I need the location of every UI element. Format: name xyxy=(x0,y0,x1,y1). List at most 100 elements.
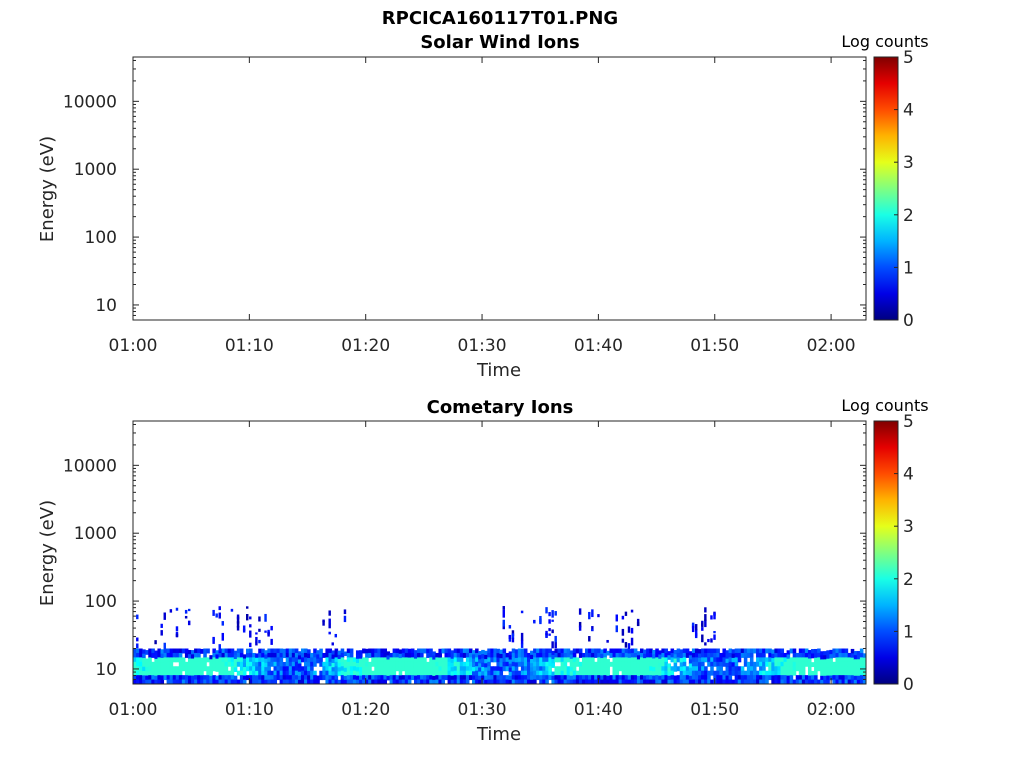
heat-cell xyxy=(377,652,381,658)
heat-cell xyxy=(291,661,296,667)
heat-cell xyxy=(676,657,681,663)
heat-cell xyxy=(624,648,629,654)
heat-cell xyxy=(398,675,403,681)
heat-cell xyxy=(753,648,757,654)
heat-cell xyxy=(502,609,505,618)
heat-cell xyxy=(511,666,516,672)
heat-cell xyxy=(230,657,235,663)
heat-cell xyxy=(438,657,442,663)
heat-cell xyxy=(377,679,381,685)
heat-cell xyxy=(661,661,665,667)
heat-cell xyxy=(139,666,143,672)
heat-cell xyxy=(701,670,705,676)
heat-cell xyxy=(749,657,754,663)
heat-cell xyxy=(478,663,482,668)
heat-cell xyxy=(804,679,809,685)
heat-cell xyxy=(380,652,384,658)
heat-cell xyxy=(591,648,595,654)
heat-cell xyxy=(636,663,641,669)
heat-cell xyxy=(145,650,149,655)
heat-cell xyxy=(646,670,650,676)
heat-cell xyxy=(142,662,146,668)
heat-cell xyxy=(160,679,165,685)
heat-cell xyxy=(734,679,739,685)
heat-cell xyxy=(276,648,281,654)
heat-cell xyxy=(511,661,516,667)
heat-cell xyxy=(774,675,778,681)
heat-cell xyxy=(624,679,629,685)
heat-cell xyxy=(249,657,253,663)
heat-cell xyxy=(322,670,326,676)
heat-cell xyxy=(783,670,788,676)
heat-cell xyxy=(160,662,165,668)
heat-cell xyxy=(606,663,610,668)
heat-cell xyxy=(133,675,137,681)
heat-cell xyxy=(652,658,656,664)
heat-cell xyxy=(258,670,262,676)
heat-cell xyxy=(279,657,284,663)
heat-cell xyxy=(246,648,250,654)
heat-cell xyxy=(530,659,534,664)
heat-cell xyxy=(536,666,540,672)
heat-cell xyxy=(523,661,528,667)
heat-cell xyxy=(701,634,704,643)
heat-cell xyxy=(487,652,491,658)
heat-cell xyxy=(737,666,742,672)
heat-cell xyxy=(154,640,157,645)
heat-cell xyxy=(777,652,781,658)
heat-cell xyxy=(511,675,516,681)
heat-cell xyxy=(636,675,641,681)
heat-cell xyxy=(826,667,830,672)
heat-cell xyxy=(636,667,641,673)
heat-cell xyxy=(273,652,278,658)
heat-cell xyxy=(493,679,497,685)
heat-cell xyxy=(502,652,507,658)
heat-cell xyxy=(352,670,357,676)
heat-cell xyxy=(252,670,256,676)
heat-cell xyxy=(481,649,485,655)
heat-cell xyxy=(694,652,699,658)
heat-cell xyxy=(377,666,381,672)
heat-cell xyxy=(673,667,678,672)
heat-cell xyxy=(597,648,601,654)
heat-cell xyxy=(575,661,580,667)
heat-cell xyxy=(355,662,360,668)
heat-cell xyxy=(658,667,662,672)
heat-cell xyxy=(502,679,507,685)
heat-cell xyxy=(526,652,531,658)
heat-cell xyxy=(209,659,213,664)
heat-cell xyxy=(438,675,442,681)
heat-cell xyxy=(267,679,271,685)
heat-cell xyxy=(407,666,412,672)
heat-cell xyxy=(844,661,849,667)
heat-cell xyxy=(319,661,323,667)
heat-cell xyxy=(444,648,449,654)
heat-cell xyxy=(691,666,696,672)
heat-cell xyxy=(621,666,626,672)
heat-cell xyxy=(154,671,158,677)
heat-cell xyxy=(410,666,415,672)
heat-cell xyxy=(273,679,278,685)
heat-cell xyxy=(655,679,659,685)
heat-cell xyxy=(627,679,632,685)
heat-cell xyxy=(533,648,537,654)
heat-cell xyxy=(578,621,582,628)
heat-cell xyxy=(197,666,201,672)
heat-cell xyxy=(652,666,656,672)
heat-cell xyxy=(749,679,754,685)
heat-cell xyxy=(551,629,554,634)
heat-cell xyxy=(725,671,730,677)
heat-cell xyxy=(255,653,259,659)
heat-cell xyxy=(389,675,394,681)
heat-cell xyxy=(313,675,317,681)
heat-cell xyxy=(588,648,592,654)
heat-cell xyxy=(273,661,278,667)
heat-cell xyxy=(499,675,504,681)
colorbar-tick-label: 1 xyxy=(903,258,914,278)
heat-cell xyxy=(585,648,589,654)
heat-cell xyxy=(407,657,412,663)
heat-cell xyxy=(814,648,818,654)
heat-cell xyxy=(383,670,387,676)
heat-cell xyxy=(200,662,204,667)
